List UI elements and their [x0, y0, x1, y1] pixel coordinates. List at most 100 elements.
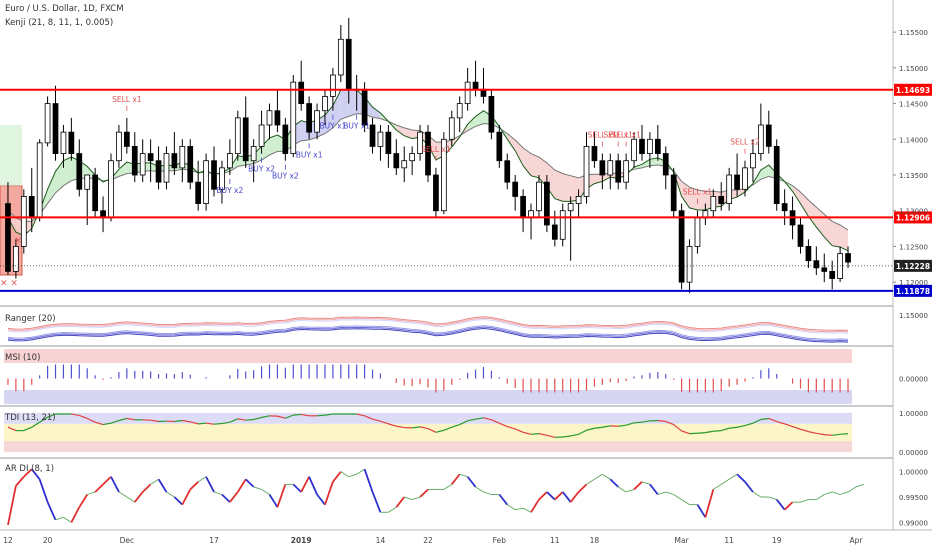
candle-body — [147, 153, 154, 162]
ardi-line-segment — [451, 473, 461, 485]
candle-body — [433, 174, 439, 212]
ranger-band-line — [7, 316, 849, 331]
ardi-line-segment — [308, 476, 318, 495]
tdi-line-segment — [665, 420, 674, 426]
msi-lower-band — [4, 390, 852, 404]
candle-body — [694, 217, 701, 247]
ardi-line-segment — [404, 496, 413, 501]
tdi-line-segment — [443, 426, 452, 431]
ardi-line-segment — [681, 499, 690, 506]
tdi-line-segment — [86, 417, 96, 423]
ardi-line-segment — [395, 496, 405, 508]
current-price-label: 1.12228 — [896, 262, 930, 271]
tdi-line-segment — [301, 413, 310, 417]
ardi-line-segment — [126, 496, 136, 503]
candle-body — [591, 146, 598, 162]
candle-body — [219, 167, 225, 190]
ardi-line-segment — [292, 483, 302, 493]
tdi-line-segment — [47, 413, 56, 418]
level-tag — [894, 284, 932, 297]
tdi-line-segment — [681, 430, 690, 435]
ema-cloud-segment — [475, 110, 484, 127]
tdi-line-segment — [594, 426, 603, 429]
ardi-line-segment — [38, 478, 49, 503]
candle-body — [448, 117, 455, 140]
buy-signal-label: BUY x1 — [319, 122, 346, 131]
time-tick-label: 19 — [772, 536, 782, 545]
candle-body — [797, 224, 804, 247]
candle-body — [290, 81, 297, 154]
ema-cloud-segment — [531, 153, 539, 178]
ardi-line-segment — [356, 468, 365, 475]
candle-body — [155, 160, 162, 183]
ardi-line-segment — [577, 483, 588, 493]
candle-body — [330, 74, 336, 97]
tdi-line-segment — [792, 425, 801, 430]
candle-body — [52, 103, 59, 154]
ardi-line-segment — [625, 488, 635, 493]
ardi-line-segment — [78, 494, 88, 508]
candle-body — [28, 196, 35, 219]
buy-signal-label: BUY x2 — [216, 186, 243, 195]
ardi-line-segment — [665, 491, 674, 495]
level-tag — [894, 83, 932, 96]
tdi-line-segment — [277, 415, 286, 419]
tdi-line-segment — [316, 414, 326, 417]
ardi-line-segment — [324, 481, 334, 505]
ardi-line-segment — [800, 499, 809, 503]
candle-body — [401, 160, 408, 169]
tdi-line-segment — [110, 419, 120, 424]
ema-cloud-segment — [554, 170, 563, 202]
ema-cloud-segment — [507, 133, 516, 151]
price-tick-label: 1.12000 — [899, 279, 928, 287]
ardi-line-segment — [515, 507, 524, 511]
sell-signal-label: SELL x1 — [588, 131, 618, 140]
tdi-line-segment — [634, 421, 643, 424]
tdi-line-segment — [768, 417, 777, 423]
candle-body — [758, 124, 764, 154]
ema-cloud-segment — [340, 90, 349, 120]
tdi-line-segment — [499, 422, 508, 428]
candle-body — [361, 88, 368, 126]
candle-body — [369, 124, 376, 147]
sell-signal-label: SELL x1 — [603, 131, 633, 140]
ema-cloud-segment — [792, 185, 801, 204]
time-tick-label: 11 — [724, 536, 734, 545]
candle-body — [171, 153, 178, 169]
candle-body — [742, 167, 748, 190]
candle-body — [821, 267, 828, 272]
msi-title: MSI (10) — [5, 353, 41, 363]
tdi-tick-label: 0.00000 — [899, 449, 928, 457]
ardi-line-segment — [197, 476, 207, 483]
candle-body — [92, 174, 98, 212]
tdi-line-segment — [435, 429, 444, 433]
ema-cloud-segment — [404, 127, 413, 139]
candle-body — [377, 131, 384, 147]
candle-body — [108, 160, 114, 219]
tdi-line-segment — [372, 418, 381, 422]
candle-body — [575, 196, 582, 204]
candle-body — [385, 131, 392, 154]
ardi-line-segment — [538, 491, 548, 501]
candle-body — [84, 174, 91, 190]
candle-body — [179, 146, 186, 169]
tdi-line-segment — [816, 432, 825, 436]
msi-upper-band — [4, 349, 852, 363]
tdi-line-segment — [522, 431, 532, 435]
time-tick-label: 11 — [550, 536, 560, 545]
candle-body — [393, 153, 400, 169]
tdi-line-segment — [459, 420, 468, 426]
ardi-tick-label: 0.99500 — [899, 494, 928, 502]
candle-body — [670, 174, 677, 212]
ema-cloud-segment — [523, 147, 532, 176]
tdi-line-segment — [451, 423, 460, 428]
tdi-line-segment — [324, 413, 333, 416]
tdi-line-segment — [808, 431, 817, 434]
ardi-line-segment — [673, 494, 682, 500]
sell-signal-label: SELL x1 — [611, 131, 641, 140]
candle-body — [314, 110, 320, 133]
ardi-line-segment — [157, 478, 168, 493]
time-tick-label: Feb — [493, 536, 507, 545]
price-tick-label: 1.15000 — [899, 65, 928, 73]
